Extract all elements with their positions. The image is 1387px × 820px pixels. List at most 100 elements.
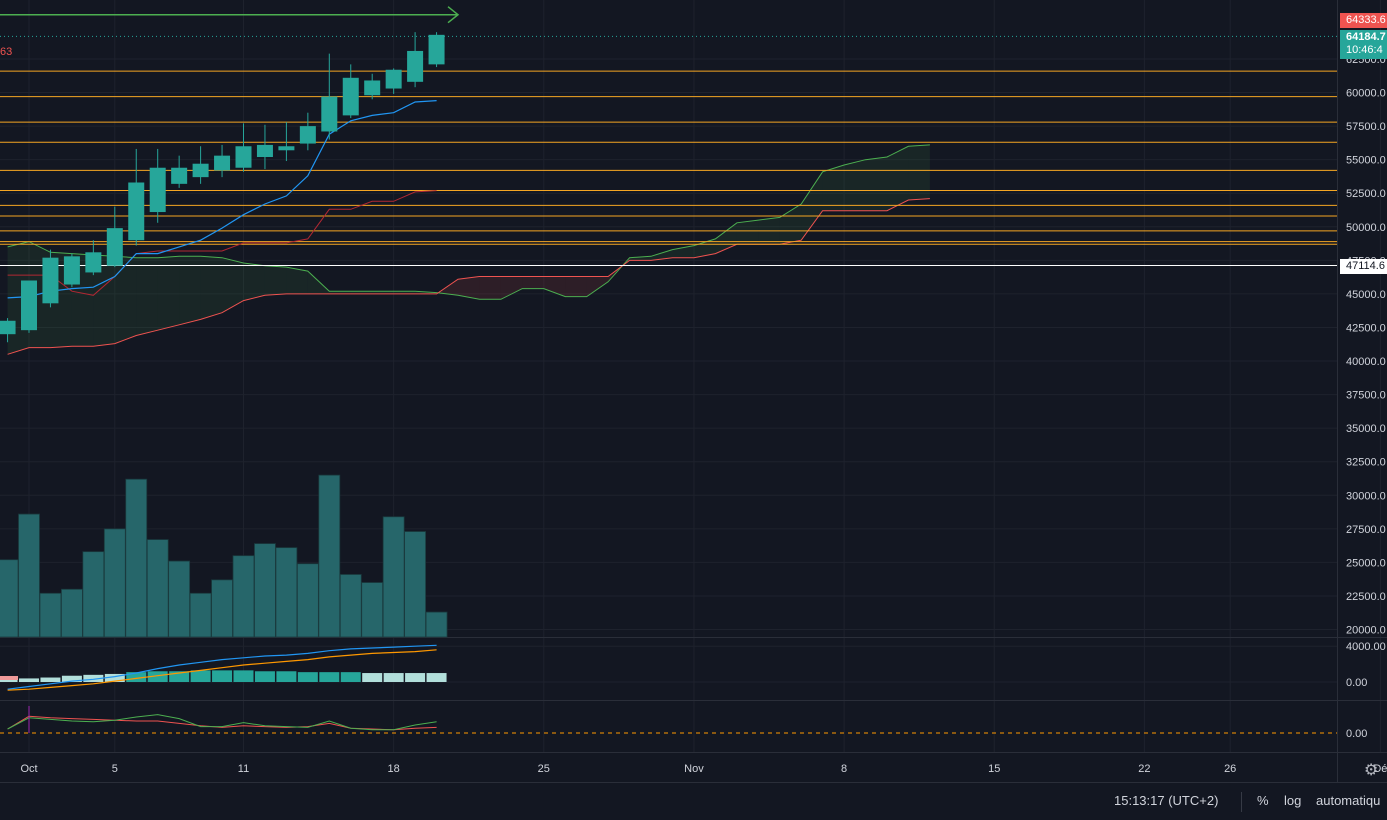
candle-body — [106, 228, 123, 266]
ichimoku-cloud-segment — [93, 255, 115, 347]
auto-scale-toggle[interactable]: automatiqu — [1316, 793, 1381, 808]
macd-axis-label: 4000.00 — [1346, 641, 1386, 653]
volume-bar — [18, 513, 40, 638]
ichimoku-cloud-segment — [500, 276, 523, 300]
macd-histogram-bar — [254, 671, 275, 682]
volume-bar — [232, 555, 255, 638]
volume-bar — [189, 592, 212, 638]
volume-bar — [146, 539, 169, 638]
time-axis-label: 18 — [388, 763, 400, 775]
candle-body — [192, 163, 209, 178]
price-axis-label: 32500.0 — [1346, 457, 1386, 469]
ichimoku-cloud-segment — [393, 291, 416, 294]
time-axis-label: 25 — [538, 763, 550, 775]
gear-icon[interactable]: ⚙ — [1364, 762, 1379, 779]
ichimoku-cloud-segment — [114, 256, 137, 344]
candle-body — [85, 252, 102, 273]
percent-scale-toggle[interactable]: % — [1257, 793, 1269, 808]
ichimoku-cloud-segment — [458, 276, 480, 300]
ichimoku-cloud-segment — [586, 276, 609, 297]
price-axis-label: 40000.0 — [1346, 356, 1386, 368]
ichimoku-cloud-segment — [200, 256, 222, 320]
candle-body — [299, 126, 316, 144]
ichimoku-cloud-segment — [565, 276, 587, 297]
ichimoku-cloud-segment — [329, 291, 351, 294]
footer-separator — [1241, 792, 1242, 812]
target-arrow-head — [447, 6, 460, 24]
log-scale-toggle[interactable]: log — [1284, 793, 1302, 808]
candle-body — [321, 96, 338, 132]
macd-histogram-bar — [169, 671, 190, 682]
volume-bar — [61, 588, 83, 638]
ichimoku-cloud-segment — [479, 276, 501, 300]
oscillator-line — [7, 715, 437, 731]
macd-histogram-bar — [405, 673, 426, 682]
last-price-tag: 64184.7 10:46:4 — [1340, 30, 1387, 59]
price-axis-label: 30000.0 — [1346, 490, 1386, 502]
macd-histogram-bar — [190, 670, 211, 682]
macd-histogram-bar — [40, 677, 61, 682]
ichimoku-cloud-segment — [651, 249, 673, 261]
candle-body — [364, 80, 381, 96]
volume-bar — [82, 551, 105, 638]
macd-histogram-bar — [147, 671, 168, 682]
ichimoku-cloud-segment — [844, 159, 866, 211]
ichimoku-cloud-segment — [887, 146, 909, 211]
macd-signal-line — [7, 649, 437, 691]
macd-histogram-bar — [126, 672, 147, 682]
ichimoku-cloud-segment — [522, 276, 544, 289]
time-axis-label: 26 — [1224, 763, 1236, 775]
ichimoku-cloud-segment — [629, 256, 651, 261]
price-chart[interactable]: 20000.0 22500.0 25000.0 27500.0 30000.0 32500… — [0, 0, 1387, 782]
chart-footer: 15:13:17 (UTC+2) % log automatiqu — [0, 782, 1387, 820]
ichimoku-cloud-segment — [179, 256, 201, 325]
candle-body — [235, 146, 252, 168]
price-axis-label: 60000.0 — [1346, 88, 1386, 100]
volume-bar — [39, 592, 62, 638]
high-price-tag: 64333.6 — [1340, 13, 1387, 28]
macd-histogram-bar — [0, 679, 18, 682]
candle-body — [428, 34, 445, 65]
candle-body — [385, 69, 402, 89]
price-axis-label: 52500.0 — [1346, 188, 1386, 200]
candle-body — [342, 77, 359, 116]
volume-bar — [211, 579, 233, 638]
time-axis-label: 22 — [1138, 763, 1150, 775]
volume-bar — [361, 582, 384, 638]
clock-timezone[interactable]: 15:13:17 (UTC+2) — [1114, 793, 1219, 808]
volume-bar — [103, 528, 126, 638]
price-axis-label: 50000.0 — [1346, 222, 1386, 234]
candle-body — [149, 167, 166, 213]
macd-histogram-bar — [297, 672, 318, 682]
volume-bar — [275, 547, 298, 638]
ichimoku-cloud-segment — [350, 291, 373, 294]
time-axis-label: 5 — [112, 763, 118, 775]
macd-histogram-bar — [340, 672, 361, 682]
time-axis-label: 15 — [988, 763, 1000, 775]
macd-histogram-bar — [0, 676, 18, 680]
candle-body — [214, 155, 231, 171]
ichimoku-cloud-segment — [222, 257, 244, 313]
volume-bar — [254, 543, 276, 638]
ichimoku-cloud-segment — [243, 263, 265, 301]
macd-histogram-bar — [383, 673, 404, 682]
candle-body — [128, 182, 145, 241]
price-axis-label: 37500.0 — [1346, 390, 1386, 402]
macd-histogram-bar — [104, 673, 125, 682]
candle-body — [63, 256, 80, 285]
price-axis-label: 22500.0 — [1346, 591, 1386, 603]
ichimoku-cloud-segment — [801, 171, 823, 241]
ichimoku-span-a — [7, 144, 930, 300]
candle-body — [171, 167, 188, 184]
price-axis-label: 25000.0 — [1346, 557, 1386, 569]
macd-histogram-bar — [362, 673, 383, 682]
kijun-line — [7, 190, 437, 296]
bar-countdown: 10:46:4 — [1346, 44, 1383, 56]
tenkan-line — [7, 100, 437, 299]
macd-histogram-bar — [212, 670, 233, 682]
ichimoku-cloud-segment — [136, 257, 158, 336]
ichimoku-cloud-segment — [693, 238, 716, 258]
volume-bar — [404, 531, 427, 638]
price-axis-label: 20000.0 — [1346, 625, 1386, 637]
ichimoku-cloud-segment — [822, 165, 845, 211]
